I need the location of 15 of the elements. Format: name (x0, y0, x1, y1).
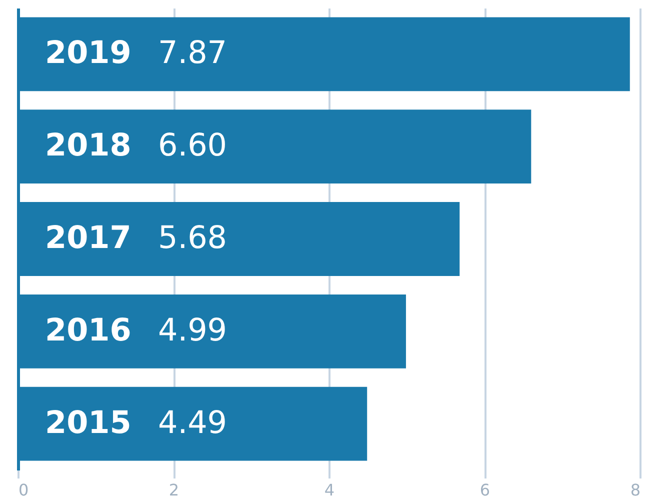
x-tick-label: 4 (324, 480, 335, 498)
y-tick-label: 2018 (45, 128, 132, 164)
y-tick-label: 2019 (45, 35, 132, 72)
y-tick-label: 2016 (45, 312, 132, 348)
data-label: 6.60 (158, 128, 228, 164)
data-label: 5.68 (158, 220, 228, 256)
data-label: 4.99 (158, 312, 228, 348)
x-tick-label: 6 (480, 480, 490, 498)
x-tick-label: 8 (630, 480, 640, 498)
data-label: 7.87 (158, 35, 228, 72)
y-tick-label: 2015 (45, 404, 132, 441)
y-tick-label: 2017 (45, 220, 132, 256)
x-tick-label: 0 (18, 480, 29, 498)
data-label: 4.49 (158, 404, 228, 441)
x-tick-label: 2 (168, 480, 180, 498)
